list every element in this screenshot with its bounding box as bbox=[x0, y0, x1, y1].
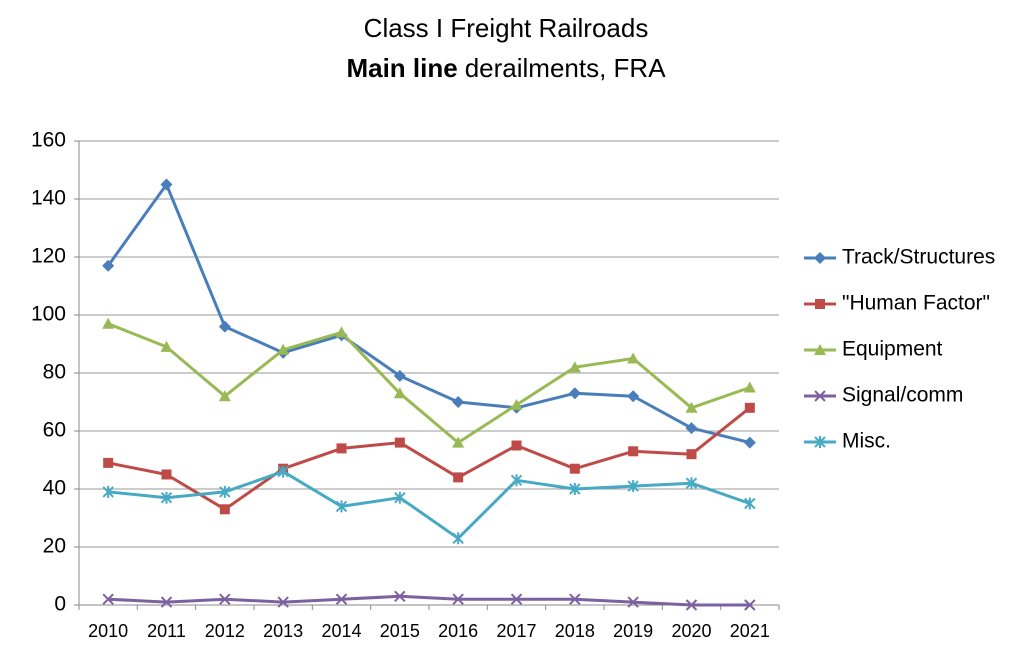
series-line bbox=[106, 183, 751, 445]
marker bbox=[219, 593, 231, 605]
marker bbox=[160, 491, 173, 504]
legend-label: Track/Structures bbox=[842, 246, 995, 269]
y-tick-label: 20 bbox=[43, 535, 66, 558]
marker bbox=[160, 178, 173, 191]
legend-marker bbox=[814, 344, 826, 355]
marker bbox=[452, 532, 464, 545]
chart-title: Class I Freight Railroads bbox=[364, 13, 649, 43]
marker bbox=[277, 596, 289, 608]
legend-label: Signal/comm bbox=[842, 384, 963, 407]
legend-label: "Human Factor" bbox=[842, 292, 990, 315]
marker bbox=[335, 326, 348, 338]
marker bbox=[160, 596, 173, 608]
marker bbox=[102, 485, 114, 498]
legend-label: Equipment bbox=[842, 338, 943, 361]
marker bbox=[627, 390, 640, 403]
marker bbox=[102, 317, 115, 329]
marker bbox=[452, 436, 465, 448]
marker bbox=[686, 449, 697, 460]
marker bbox=[569, 593, 581, 605]
marker bbox=[394, 491, 406, 504]
chart-subtitle: Main line derailments, FRA bbox=[346, 53, 666, 83]
marker bbox=[393, 387, 406, 399]
marker bbox=[160, 340, 173, 352]
marker bbox=[218, 390, 231, 402]
marker bbox=[627, 596, 639, 608]
x-tick-label: 2021 bbox=[730, 621, 770, 641]
marker bbox=[452, 396, 465, 408]
legend-label: Misc. bbox=[842, 430, 891, 453]
x-tick-label: 2020 bbox=[671, 621, 711, 641]
marker bbox=[627, 352, 640, 364]
y-tick-label: 140 bbox=[31, 187, 66, 210]
marker bbox=[335, 500, 348, 513]
marker bbox=[452, 593, 464, 605]
legend-marker bbox=[815, 299, 825, 309]
marker bbox=[103, 457, 114, 468]
marker bbox=[628, 446, 639, 457]
marker bbox=[743, 381, 756, 393]
x-tick-label: 2015 bbox=[380, 621, 420, 641]
marker bbox=[627, 480, 639, 493]
marker bbox=[510, 474, 523, 487]
marker bbox=[393, 369, 406, 382]
marker bbox=[102, 259, 115, 272]
marker bbox=[744, 497, 756, 510]
y-tick-label: 100 bbox=[31, 303, 66, 326]
marker bbox=[685, 477, 698, 490]
series-line bbox=[107, 322, 751, 445]
marker bbox=[569, 463, 580, 474]
marker bbox=[568, 361, 581, 373]
series-line bbox=[108, 594, 750, 607]
x-tick-label: 2019 bbox=[613, 621, 653, 641]
series-line bbox=[108, 470, 751, 540]
marker bbox=[685, 401, 698, 413]
marker bbox=[161, 469, 172, 480]
y-tick-label: 120 bbox=[31, 245, 66, 268]
legend-marker bbox=[814, 252, 826, 264]
subtitle-bold: Main line bbox=[346, 53, 457, 83]
series-line bbox=[107, 406, 751, 511]
marker bbox=[569, 483, 581, 495]
marker bbox=[510, 593, 523, 605]
marker bbox=[336, 443, 347, 454]
x-tick-label: 2014 bbox=[321, 621, 361, 641]
marker bbox=[743, 436, 756, 449]
marker bbox=[277, 465, 289, 478]
marker bbox=[219, 504, 230, 515]
marker bbox=[394, 437, 405, 448]
legend-marker bbox=[814, 390, 826, 402]
y-tick-label: 40 bbox=[43, 477, 66, 500]
marker bbox=[277, 343, 290, 355]
marker bbox=[744, 599, 756, 611]
marker bbox=[510, 398, 523, 410]
x-tick-label: 2013 bbox=[263, 621, 303, 641]
marker bbox=[219, 485, 231, 498]
x-tick-label: 2011 bbox=[147, 621, 186, 641]
marker bbox=[453, 472, 464, 483]
x-tick-label: 2018 bbox=[555, 621, 595, 641]
marker bbox=[511, 440, 522, 451]
x-tick-label: 2017 bbox=[496, 621, 536, 641]
x-tick-label: 2012 bbox=[205, 621, 245, 641]
marker bbox=[685, 422, 698, 435]
marker bbox=[218, 320, 231, 333]
x-tick-label: 2010 bbox=[88, 621, 128, 641]
y-tick-label: 160 bbox=[31, 129, 66, 152]
marker bbox=[394, 590, 406, 603]
x-tick-label: 2016 bbox=[438, 621, 478, 641]
legend-marker bbox=[814, 436, 826, 448]
marker bbox=[744, 402, 755, 413]
marker bbox=[685, 599, 698, 611]
y-tick-label: 0 bbox=[54, 593, 66, 616]
y-tick-label: 80 bbox=[43, 361, 66, 384]
marker bbox=[568, 387, 581, 400]
marker bbox=[102, 593, 114, 605]
subtitle: derailments, FRA bbox=[465, 53, 666, 83]
y-tick-label: 60 bbox=[43, 419, 66, 442]
marker bbox=[335, 593, 348, 605]
